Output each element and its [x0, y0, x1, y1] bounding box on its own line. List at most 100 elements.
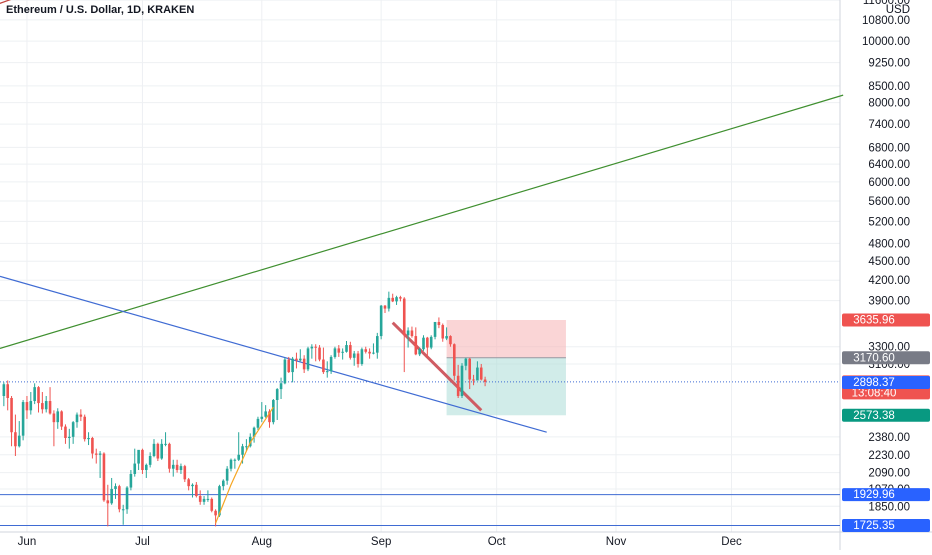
y-tick-label: 6400.00: [868, 159, 910, 171]
price-tag-box: [842, 488, 930, 502]
candle-body: [118, 486, 121, 510]
candle-body: [110, 488, 113, 504]
candle-body: [179, 466, 183, 471]
candle-body: [418, 349, 421, 355]
candle-body: [279, 383, 283, 390]
candle-body: [387, 297, 391, 309]
candle-body: [152, 443, 156, 457]
candle-body: [195, 484, 198, 497]
candle-body: [6, 384, 9, 398]
y-tick-label: 11600.00: [863, 0, 910, 7]
candle-body: [360, 349, 364, 364]
candle-body: [299, 358, 302, 361]
candle-body: [333, 348, 337, 357]
candle-body: [426, 337, 429, 348]
candle-body: [391, 297, 394, 302]
candle-body: [2, 384, 6, 396]
candle-body: [345, 345, 348, 352]
candle-body: [156, 443, 160, 459]
price-tag-value: 2898.37: [853, 377, 895, 389]
candle-body: [441, 325, 445, 339]
candle-body: [17, 435, 21, 447]
candle-body: [364, 349, 368, 352]
candle-body: [402, 298, 406, 336]
candle-body: [468, 358, 471, 380]
candle-body: [264, 411, 267, 417]
price-tags: 3635.963170.602904.7913:08:402898.372573…: [842, 313, 930, 532]
y-axis[interactable]: 11600.00 10800.00 10000.00 9250.00 8500.00 80…: [862, 0, 910, 513]
x-tick-label: Sep: [371, 536, 391, 548]
candle-body: [129, 473, 133, 488]
candle-body: [318, 347, 321, 360]
candle-body: [52, 413, 56, 423]
price-tag-box: [842, 519, 930, 532]
candle-body: [137, 449, 140, 464]
candle-body: [283, 359, 287, 384]
y-tick-label: 5200.00: [868, 216, 910, 228]
y-tick-label: 3900.00: [868, 296, 910, 308]
candle-body: [87, 437, 90, 440]
candle-body: [449, 336, 452, 345]
candle-body: [171, 464, 175, 469]
x-tick-label: Aug: [252, 536, 272, 548]
countdown-timer: 13:08:40: [852, 387, 897, 399]
candle-body: [464, 358, 468, 366]
green-ascending-trendline: [0, 94, 844, 349]
candle-body: [83, 416, 86, 440]
y-tick-label: 10000.00: [862, 36, 910, 48]
candle-body: [379, 305, 383, 337]
candle-body: [329, 356, 333, 372]
candle-body: [91, 437, 94, 454]
candle-body: [44, 401, 48, 410]
candle-body: [248, 436, 252, 447]
red-trendline-top-left: [0, 0, 12, 4]
candle-body: [349, 345, 352, 358]
candle-body: [125, 487, 129, 510]
x-axis[interactable]: Jun Jul Aug Sep Oct Nov Dec: [18, 536, 742, 548]
y-tick-label: 9250.00: [868, 58, 910, 70]
price-tag-value: 1725.35: [853, 520, 895, 532]
red-decline-drawing: [391, 321, 483, 412]
candle-body: [218, 486, 221, 516]
x-tick-label: Nov: [606, 536, 627, 548]
candle-body: [233, 459, 237, 461]
candle-body: [71, 422, 75, 437]
candle-body: [141, 449, 144, 471]
y-tick-label: 2380.00: [868, 432, 910, 444]
candle-body: [56, 411, 60, 423]
symbol-title: Ethereum / U.S. Dollar, 1D, KRAKEN: [6, 4, 195, 16]
candle-body: [275, 389, 279, 401]
candle-body: [337, 348, 341, 353]
price-tag-value: 1929.96: [853, 489, 895, 501]
candle-body: [75, 414, 79, 423]
drawings-back: [0, 0, 844, 526]
candle-body: [272, 400, 275, 423]
candle-body: [64, 426, 67, 438]
candle-body: [94, 453, 98, 455]
x-tick-label: Oct: [488, 536, 507, 548]
candle-body: [148, 456, 152, 465]
x-tick-label: Dec: [721, 536, 742, 548]
x-tick-label: Jul: [135, 536, 150, 548]
candle-body: [445, 336, 448, 339]
y-tick-label: 1850.00: [868, 501, 910, 513]
candle-body: [291, 358, 294, 373]
y-tick-label: 10800.00: [862, 15, 910, 27]
stop-zone: [446, 357, 566, 416]
candle-body: [399, 297, 402, 299]
candle-body: [479, 367, 483, 380]
target-zone: [446, 320, 566, 358]
price-tag-entry: 3170.60: [842, 351, 930, 365]
candle-body: [453, 344, 456, 376]
candle-body: [322, 359, 325, 373]
candle-body: [368, 351, 371, 354]
y-tick-label: 4800.00: [868, 238, 910, 250]
candle-body: [164, 443, 167, 445]
candle-body: [187, 479, 190, 487]
candle-body: [268, 411, 271, 423]
price-tag-value: 3170.60: [853, 352, 895, 364]
candle-body: [483, 379, 487, 382]
